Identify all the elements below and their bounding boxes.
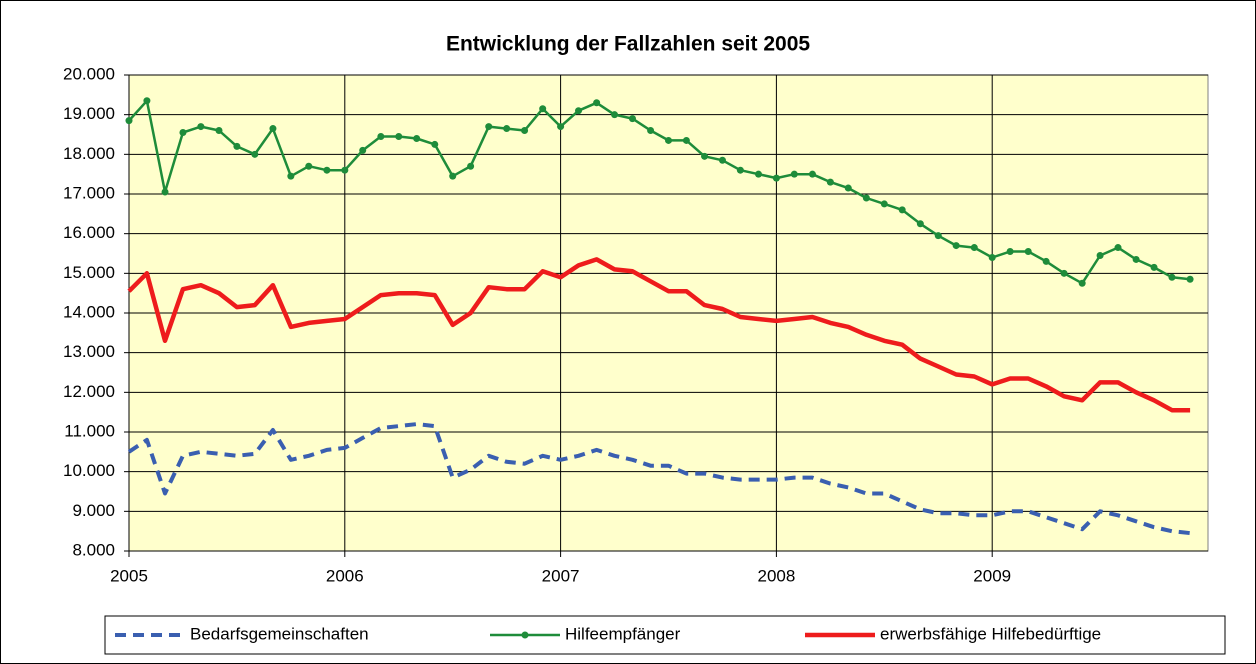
data-point: [233, 142, 241, 150]
series-line: [127, 257, 1191, 413]
data-point: [1114, 244, 1122, 252]
data-point: [826, 178, 834, 186]
data-point: [1132, 255, 1140, 263]
y-tick-label: 8.000: [72, 540, 115, 559]
data-point: [1060, 269, 1068, 277]
x-tick-label: 2008: [757, 566, 795, 585]
legend-label: Bedarfsgemeinschaften: [190, 624, 369, 643]
data-point: [143, 97, 151, 105]
y-tick-label: 9.000: [72, 501, 115, 520]
data-point: [287, 172, 295, 180]
data-point: [647, 127, 655, 135]
data-point: [1042, 257, 1050, 265]
data-point: [341, 166, 349, 174]
data-point: [557, 123, 565, 131]
y-tick-label: 10.000: [63, 461, 115, 480]
data-point: [1078, 279, 1086, 287]
data-point: [988, 253, 996, 261]
data-point: [1006, 248, 1014, 256]
data-point: [215, 127, 223, 135]
data-point: [323, 166, 331, 174]
data-point: [359, 146, 367, 154]
data-point: [197, 123, 205, 131]
data-point: [1150, 263, 1158, 271]
data-point: [431, 140, 439, 148]
data-point: [916, 220, 924, 228]
chart-title: Entwicklung der Fallzahlen seit 2005: [446, 33, 810, 56]
data-point: [179, 129, 187, 137]
data-point: [413, 134, 421, 142]
y-tick-label: 15.000: [63, 263, 115, 282]
y-tick-label: 16.000: [63, 223, 115, 242]
data-point: [449, 172, 457, 180]
data-point: [593, 99, 601, 107]
data-point: [628, 115, 636, 123]
data-point: [898, 206, 906, 214]
data-point: [395, 132, 403, 140]
data-point: [539, 105, 547, 113]
data-point: [305, 162, 313, 170]
data-point: [377, 132, 385, 140]
data-point: [682, 136, 690, 144]
data-point: [125, 117, 133, 125]
y-tick-label: 17.000: [63, 183, 115, 202]
data-point: [611, 111, 619, 119]
data-point: [736, 166, 744, 174]
data-point: [790, 170, 798, 178]
x-tick-label: 2005: [110, 566, 148, 585]
series-line: [127, 422, 1191, 536]
data-point: [521, 127, 529, 135]
data-point: [1096, 251, 1104, 259]
y-tick-label: 18.000: [63, 144, 115, 163]
legend-marker: [521, 631, 529, 639]
data-point: [934, 232, 942, 240]
data-point: [575, 107, 583, 115]
legend-box: [104, 615, 1226, 655]
data-point: [862, 194, 870, 202]
data-point: [1168, 273, 1176, 281]
data-point: [952, 242, 960, 250]
data-point: [503, 125, 511, 133]
data-point: [251, 150, 259, 158]
data-point: [754, 170, 762, 178]
y-tick-label: 11.000: [64, 421, 115, 440]
data-point: [467, 162, 475, 170]
data-point: [161, 188, 169, 196]
data-point: [1186, 275, 1194, 283]
y-tick-label: 20.000: [63, 64, 115, 83]
x-tick-label: 2006: [326, 566, 364, 585]
y-tick-label: 12.000: [63, 382, 115, 401]
data-point: [772, 174, 780, 182]
data-point: [1024, 248, 1032, 256]
data-point: [269, 125, 277, 133]
legend-label: erwerbsfähige Hilfebedürftige: [880, 624, 1101, 643]
legend-label: Hilfeempfänger: [565, 624, 681, 643]
data-point: [665, 136, 672, 144]
y-tick-label: 19.000: [63, 104, 115, 123]
data-point: [970, 244, 978, 252]
data-point: [808, 170, 816, 178]
data-point: [880, 200, 888, 208]
x-tick-label: 2009: [973, 566, 1011, 585]
data-point: [701, 152, 709, 160]
x-tick-label: 2007: [542, 566, 580, 585]
data-point: [485, 123, 493, 131]
y-tick-label: 13.000: [63, 342, 115, 361]
data-point: [718, 156, 726, 164]
y-tick-label: 14.000: [63, 302, 115, 321]
data-point: [844, 184, 852, 192]
